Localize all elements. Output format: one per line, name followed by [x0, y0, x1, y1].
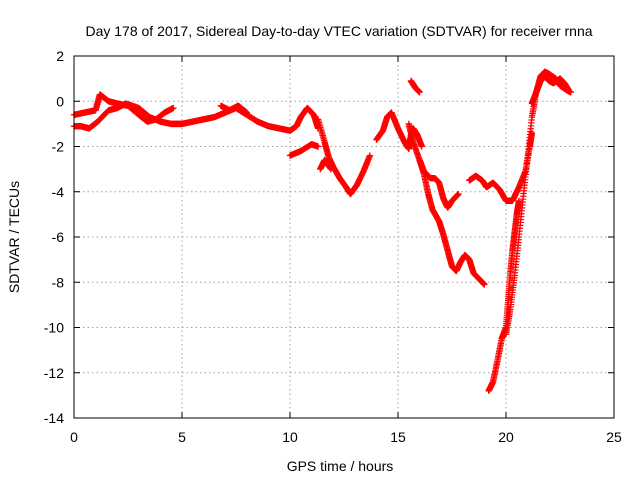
- data-point: [481, 281, 488, 288]
- x-tick-label: 25: [606, 429, 622, 445]
- y-tick-label: -2: [52, 139, 65, 155]
- data-point: [314, 143, 322, 150]
- x-tick-label: 15: [390, 429, 406, 445]
- y-tick-label: -12: [44, 365, 64, 381]
- chart-title: Day 178 of 2017, Sidereal Day-to-day VTE…: [85, 23, 592, 39]
- y-tick-label: 0: [56, 93, 64, 109]
- x-tick-labels: 0 5 10 15 20 25: [70, 429, 622, 445]
- data-series-segment: [502, 68, 574, 338]
- data-point: [366, 152, 374, 159]
- data-point: [243, 109, 250, 116]
- y-tick-label: -6: [52, 229, 65, 245]
- y-tick-label: -14: [44, 410, 64, 426]
- data-series-segment: [405, 120, 488, 288]
- x-tick-label: 5: [178, 429, 186, 445]
- y-axis-label: SDTVAR / TECUs: [6, 181, 22, 293]
- axis-ticks: [73, 55, 615, 419]
- y-tick-labels: 2 0 -2 -4 -6 -8 -10 -12 -14: [44, 48, 64, 426]
- data-point: [455, 190, 462, 198]
- data-series-segment: [317, 156, 335, 173]
- data-series-segment: [528, 73, 572, 107]
- data-point: [565, 86, 572, 94]
- data-series-segment: [217, 102, 250, 116]
- y-tick-label: 2: [56, 48, 64, 64]
- data-point: [416, 89, 423, 96]
- data-point: [170, 104, 177, 112]
- data-point: [327, 165, 335, 173]
- data-series-segment: [416, 156, 462, 211]
- data-series-segment: [70, 100, 322, 134]
- data-series-segment: [466, 129, 536, 204]
- y-tick-label: -10: [44, 320, 64, 336]
- data-points: [70, 68, 574, 395]
- y-tick-label: -4: [52, 184, 65, 200]
- data-series-segment: [314, 116, 374, 198]
- y-tick-label: -8: [52, 274, 65, 290]
- x-tick-label: 0: [70, 429, 78, 445]
- data-series-segment: [485, 197, 523, 395]
- x-axis-label: GPS time / hours: [287, 458, 394, 474]
- x-tick-label: 10: [282, 429, 298, 445]
- data-point: [418, 143, 425, 150]
- data-series-segment: [286, 141, 322, 159]
- x-tick-label: 20: [498, 429, 514, 445]
- data-series-segment: [407, 77, 423, 96]
- data-point: [515, 197, 523, 204]
